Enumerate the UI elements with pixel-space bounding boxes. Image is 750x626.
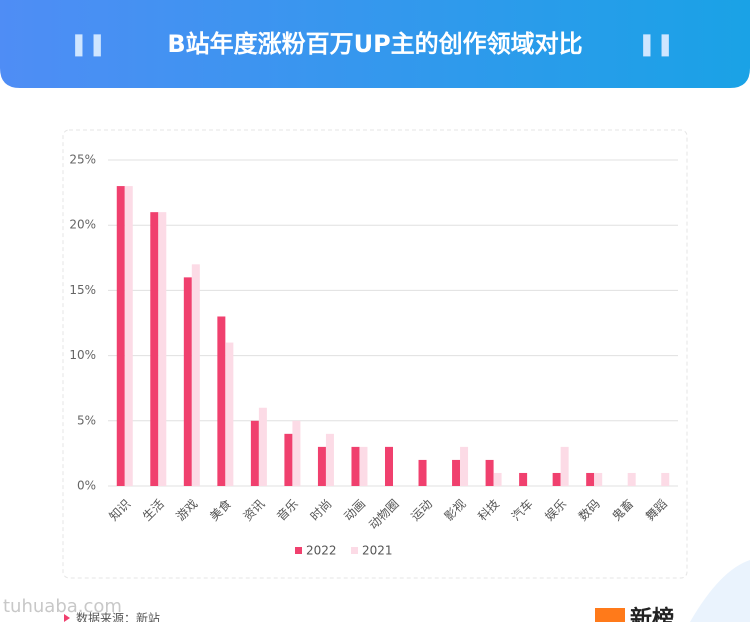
bar (116, 186, 125, 486)
x-tick-label: 动画 (341, 497, 368, 524)
legend-swatch (295, 547, 302, 554)
card (62, 129, 688, 579)
bar (452, 459, 461, 486)
x-tick-label: 时尚 (308, 497, 335, 524)
bar (292, 420, 301, 486)
bar (317, 446, 326, 486)
watermark: tuhuaba.com (3, 596, 122, 617)
chart-title: B站年度涨粉百万UP主的创作领域对比 (167, 30, 582, 58)
x-tick-label: 生活 (140, 497, 167, 524)
bar (325, 433, 334, 486)
bar (519, 472, 528, 486)
quote-deco: ❚❚ (638, 32, 675, 57)
bar (627, 472, 636, 486)
header-banner (0, 0, 750, 88)
bar (385, 446, 393, 486)
bar (225, 342, 234, 486)
source-icon (64, 614, 70, 622)
x-tick-label: 影视 (441, 496, 469, 524)
y-tick-label: 10% (69, 348, 96, 362)
x-tick-label: 运动 (408, 497, 435, 524)
quote-deco: ❚❚ (70, 32, 107, 57)
bar (661, 472, 670, 486)
bar (351, 446, 360, 486)
x-tick-label: 资讯 (241, 497, 268, 524)
x-tick-label: 美食 (206, 496, 234, 524)
bar (493, 472, 502, 486)
x-tick-label: 汽车 (508, 496, 536, 524)
bar (191, 264, 200, 486)
y-tick-label: 5% (77, 413, 96, 427)
x-tick-label: 音乐 (273, 496, 301, 524)
bar (594, 472, 603, 486)
x-tick-label: 鬼畜 (609, 496, 637, 524)
y-tick-label: 0% (77, 479, 96, 493)
bar (124, 186, 133, 486)
y-tick-label: 20% (69, 218, 96, 232)
x-tick-label: 舞蹈 (643, 497, 670, 524)
y-tick-label: 25% (69, 153, 96, 167)
bar (217, 316, 226, 486)
bar (586, 472, 595, 486)
bar (485, 459, 494, 486)
x-tick-label: 动物圈 (366, 497, 401, 532)
x-tick-label: 数码 (575, 496, 603, 524)
x-tick-label: 娱乐 (542, 497, 569, 524)
legend-swatch (351, 547, 358, 554)
x-tick-label: 科技 (475, 497, 502, 524)
x-tick-label: 游戏 (174, 497, 201, 524)
bar (183, 277, 192, 486)
bar (460, 446, 469, 486)
source: 数据来源：新站 (76, 611, 160, 623)
x-tick-label: 知识 (106, 497, 133, 524)
logo: 新榜 (630, 606, 674, 622)
logo-icon (595, 608, 625, 626)
bar (418, 459, 427, 486)
bar (158, 212, 167, 486)
bar (552, 472, 561, 486)
bar (359, 446, 368, 486)
bar (284, 433, 293, 486)
legend-label: 2022 (306, 544, 337, 558)
corner-deco (690, 560, 750, 622)
bar (258, 407, 267, 486)
legend-label: 2021 (362, 544, 393, 558)
bar (560, 446, 569, 486)
y-tick-label: 15% (69, 283, 96, 297)
bar (150, 212, 159, 486)
bar (250, 420, 259, 486)
